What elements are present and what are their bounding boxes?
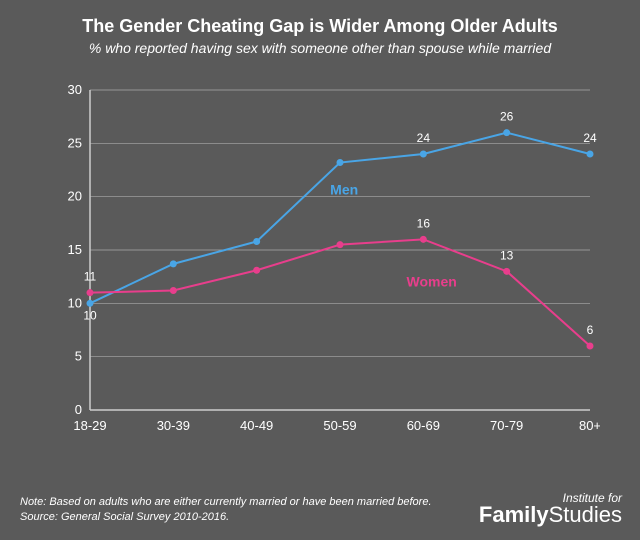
logo-word-2: Studies	[549, 502, 622, 527]
plot-area: 0 5 10 15 20 25 30 18-29 30-39 40-49 50-59 60-69 70-…	[60, 80, 600, 440]
chart-subtitle: % who reported having sex with someone o…	[0, 40, 640, 56]
svg-text:20: 20	[68, 189, 82, 204]
svg-text:18-29: 18-29	[73, 418, 106, 433]
svg-text:70-79: 70-79	[490, 418, 523, 433]
svg-text:24: 24	[417, 131, 431, 145]
svg-text:5: 5	[75, 349, 82, 364]
svg-text:10: 10	[68, 295, 82, 310]
chart-container: The Gender Cheating Gap is Wider Among O…	[0, 0, 640, 540]
svg-text:30: 30	[68, 82, 82, 97]
svg-text:30-39: 30-39	[157, 418, 190, 433]
source-logo: Institute for FamilyStudies	[479, 492, 622, 526]
svg-text:25: 25	[68, 135, 82, 150]
svg-text:6: 6	[587, 323, 594, 337]
svg-text:10: 10	[83, 308, 97, 322]
svg-text:24: 24	[583, 131, 597, 145]
chart-title: The Gender Cheating Gap is Wider Among O…	[0, 16, 640, 37]
svg-text:15: 15	[68, 242, 82, 257]
logo-line2: FamilyStudies	[479, 504, 622, 526]
svg-text:Women: Women	[407, 273, 457, 289]
plot-svg: 0 5 10 15 20 25 30 18-29 30-39 40-49 50-59 60-69 70-…	[60, 80, 600, 440]
svg-text:0: 0	[75, 402, 82, 417]
footnote-line2: Source: General Social Survey 2010-2016.	[20, 510, 432, 524]
svg-text:50-59: 50-59	[323, 418, 356, 433]
logo-word-1: Family	[479, 502, 549, 527]
svg-text:40-49: 40-49	[240, 418, 273, 433]
svg-text:60-69: 60-69	[407, 418, 440, 433]
svg-text:80+: 80+	[579, 418, 600, 433]
footnote: Note: Based on adults who are either cur…	[20, 495, 432, 524]
svg-text:Men: Men	[330, 182, 358, 198]
svg-text:26: 26	[500, 110, 514, 124]
svg-text:16: 16	[417, 216, 431, 230]
svg-text:13: 13	[500, 248, 514, 262]
footnote-line1: Note: Based on adults who are either cur…	[20, 495, 432, 509]
svg-text:11: 11	[84, 270, 97, 284]
